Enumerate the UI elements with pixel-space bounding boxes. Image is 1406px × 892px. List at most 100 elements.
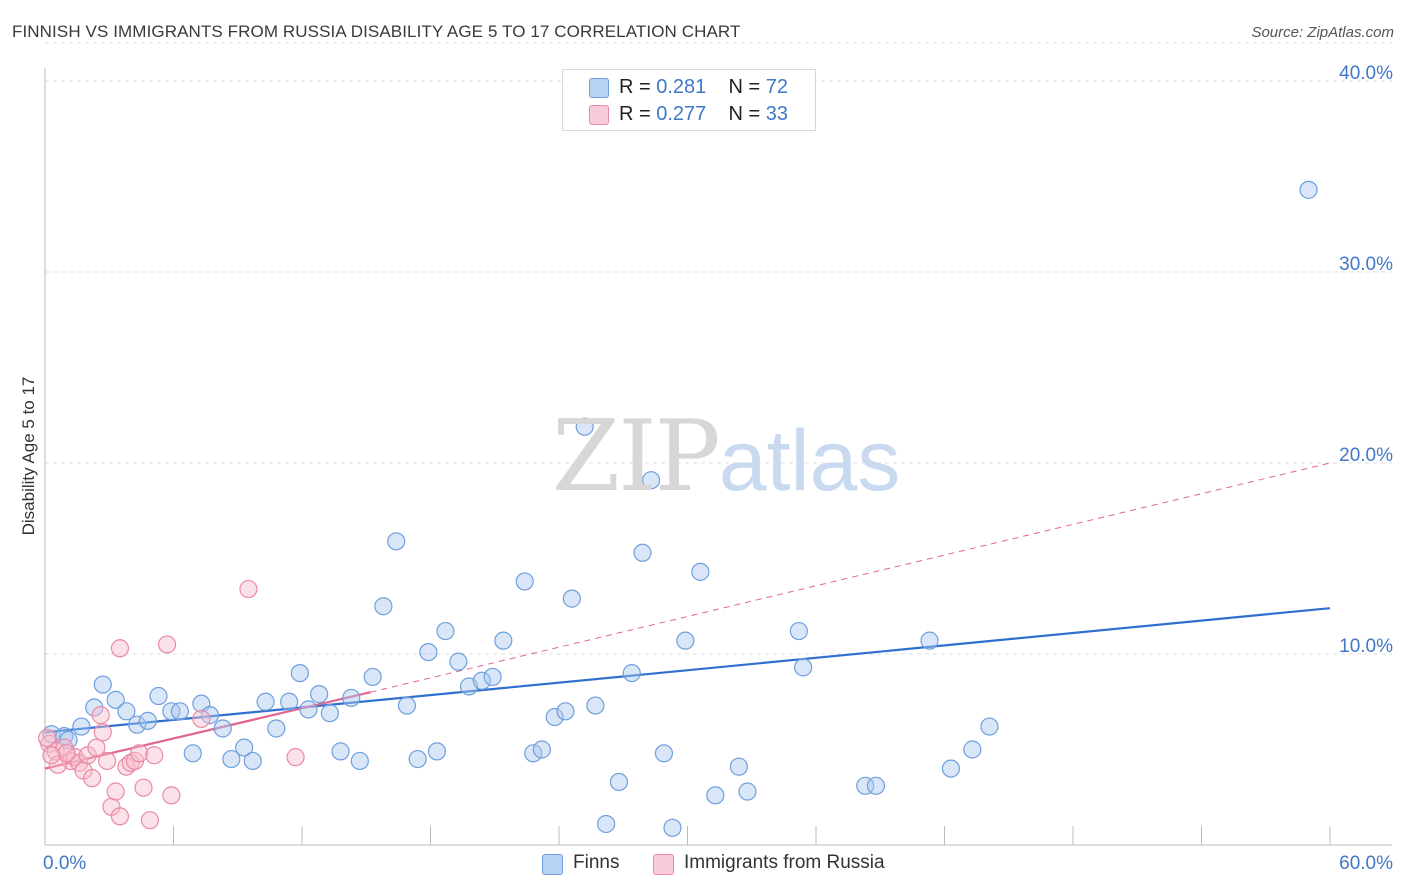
- data-point-finns: [93, 675, 112, 694]
- data-point-finns: [170, 702, 190, 721]
- data-point-finns: [149, 686, 168, 706]
- legend-r-value-finns: 0.281: [656, 76, 707, 98]
- legend-swatch-russia: [589, 105, 609, 125]
- legend-n-label: N =: [728, 76, 761, 98]
- data-point-finns: [299, 700, 318, 719]
- data-point-finns: [436, 621, 455, 641]
- data-point-finns: [706, 786, 725, 805]
- axes: [44, 68, 1392, 846]
- data-point-russia: [110, 639, 130, 658]
- data-point-russia: [239, 579, 258, 599]
- data-point-finns: [243, 751, 262, 771]
- legend-r-label: R =: [619, 76, 651, 98]
- data-point-finns: [494, 631, 513, 650]
- data-point-russia: [98, 751, 117, 771]
- data-point-finns: [320, 704, 339, 723]
- data-point-finns: [290, 663, 309, 683]
- data-point-finns: [483, 667, 502, 687]
- data-point-russia: [106, 782, 125, 801]
- data-point-russia: [162, 786, 181, 805]
- tick-labels: 10.0% 20.0% 30.0% 40.0% 0.0% 60.0%: [43, 63, 1393, 874]
- data-point-finns: [472, 671, 491, 690]
- data-point-finns: [663, 818, 682, 837]
- data-point-finns: [676, 631, 695, 650]
- legend-r-label: R =: [619, 103, 651, 125]
- data-point-finns: [256, 692, 275, 711]
- data-point-russia: [192, 709, 211, 729]
- data-point-finns: [515, 572, 534, 591]
- bottom-legend-swatch-finns: [542, 854, 563, 875]
- data-point-finns: [427, 742, 447, 761]
- data-point-finns: [106, 690, 125, 709]
- legend-n-value-russia: 33: [765, 103, 789, 125]
- data-point-russia: [130, 744, 149, 763]
- data-point-finns: [419, 642, 438, 662]
- data-point-finns: [586, 696, 605, 715]
- data-point-finns: [575, 417, 594, 436]
- data-point-finns: [738, 782, 757, 801]
- data-point-finns: [310, 685, 329, 704]
- data-point-finns: [633, 543, 652, 562]
- data-point-finns: [235, 738, 254, 757]
- data-point-finns: [789, 621, 808, 641]
- legend-swatch-finns: [589, 78, 609, 98]
- data-point-finns: [597, 814, 616, 834]
- bottom-legend-swatch-russia: [653, 854, 674, 875]
- legend-n-label: N =: [728, 103, 761, 125]
- data-point-finns: [267, 719, 286, 738]
- data-point-russia: [157, 635, 177, 654]
- correlation-legend: R = 0.281 N = 72 R = 0.277 N = 33: [562, 69, 816, 131]
- data-point-finns: [408, 749, 427, 769]
- gridlines: [45, 42, 1392, 655]
- data-point-finns: [524, 744, 543, 763]
- data-point-finns: [941, 759, 961, 778]
- data-point-finns: [183, 744, 202, 763]
- data-point-finns: [856, 776, 875, 795]
- data-point-finns: [200, 706, 220, 725]
- data-point-russia: [83, 769, 102, 788]
- data-point-finns: [562, 589, 581, 608]
- data-point-finns: [342, 688, 361, 708]
- data-point-finns: [556, 702, 575, 721]
- trend-line-finns: [44, 607, 1331, 734]
- legend-n-value-finns: 72: [765, 76, 789, 98]
- data-point-finns: [85, 698, 104, 717]
- data-point-finns: [117, 702, 136, 721]
- data-point-finns: [363, 667, 382, 687]
- data-point-finns: [980, 717, 999, 736]
- data-point-finns: [729, 757, 749, 776]
- data-point-finns: [622, 663, 641, 683]
- bottom-legend-label-finns: Finns: [573, 852, 620, 873]
- y-tick-label: 20.0%: [1339, 445, 1393, 466]
- data-point-russia: [87, 738, 106, 757]
- data-point-finns: [350, 751, 369, 771]
- source-label: Source: ZipAtlas.com: [1251, 24, 1394, 41]
- data-point-finns: [609, 772, 629, 792]
- data-points: [38, 180, 1318, 837]
- data-point-finns: [691, 562, 710, 581]
- legend-r-value-russia: 0.277: [656, 103, 707, 125]
- data-point-finns: [397, 696, 417, 715]
- data-point-russia: [140, 811, 160, 830]
- data-point-finns: [222, 749, 241, 769]
- y-tick-label: 40.0%: [1339, 63, 1393, 84]
- data-point-finns: [72, 717, 91, 736]
- bottom-legend-label-russia: Immigrants from Russia: [684, 852, 885, 873]
- data-point-russia: [110, 807, 130, 826]
- data-point-finns: [127, 715, 147, 734]
- data-point-russia: [42, 746, 61, 765]
- watermark-zip: ZIP: [552, 400, 721, 514]
- data-point-finns: [794, 658, 813, 677]
- chart-title: FINNISH VS IMMIGRANTS FROM RUSSIA DISABI…: [12, 22, 741, 41]
- y-tick-label: 30.0%: [1339, 254, 1393, 275]
- x-tick-label: 60.0%: [1339, 853, 1393, 874]
- data-point-finns: [654, 744, 674, 763]
- data-point-finns: [866, 776, 886, 795]
- data-point-finns: [331, 742, 350, 761]
- data-point-russia: [286, 748, 305, 767]
- watermark: ZIPatlas: [552, 400, 900, 514]
- data-point-finns: [374, 597, 393, 616]
- y-tick-label: 10.0%: [1339, 636, 1393, 657]
- data-point-finns: [138, 711, 157, 730]
